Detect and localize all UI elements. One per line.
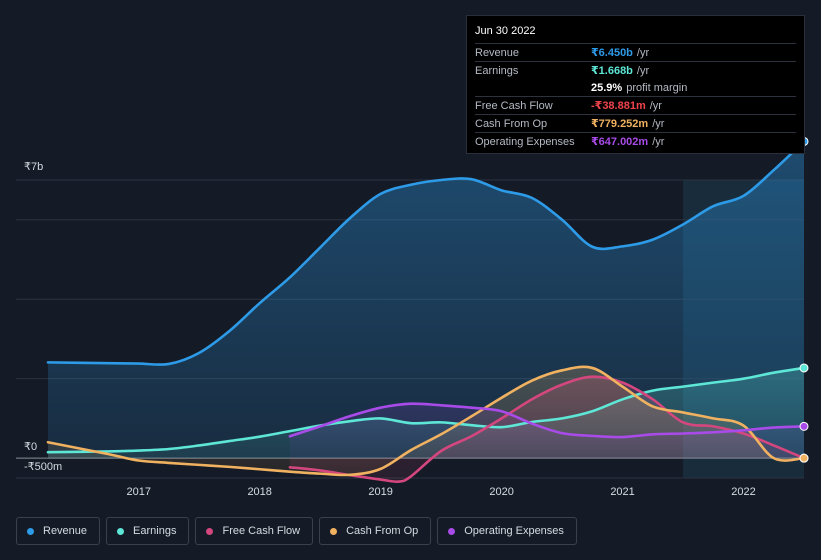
x-tick-label: 2020 — [489, 486, 513, 498]
revenue-line — [46, 140, 806, 366]
chart-legend: Revenue Earnings Free Cash Flow Cash From O… — [16, 517, 577, 545]
legend-label: Revenue — [43, 525, 88, 537]
x-tick-label: 2022 — [731, 486, 755, 498]
legend-dot-icon — [206, 527, 214, 535]
free-cash-flow-line — [288, 375, 806, 483]
cash-from-op-line — [46, 365, 806, 477]
tooltip-label: Earnings — [475, 64, 519, 77]
tooltip-value: 25.9% — [591, 81, 623, 94]
chart-area: ₹7b ₹0 -₹500m 2017 2018 2019 2020 2021 2022 — [16, 136, 809, 498]
tooltip-row: Operating Expenses ₹647.002m/yr — [475, 132, 796, 150]
legend-item-cash-from-op[interactable]: Cash From Op — [319, 517, 432, 545]
tooltip-unit: /yr — [636, 46, 650, 59]
tooltip-row: Earnings ₹1.668b/yr — [475, 61, 796, 79]
legend-label: Operating Expenses — [464, 525, 564, 537]
y-tick-label: -₹500m — [24, 461, 62, 473]
tooltip-label: Free Cash Flow — [475, 99, 553, 112]
tooltip-unit: profit margin — [626, 81, 688, 94]
tooltip-value: ₹6.450b — [591, 47, 633, 59]
legend-item-earnings[interactable]: Earnings — [106, 517, 190, 545]
operating-expenses-endpoint — [799, 421, 809, 431]
legend-dot-icon — [448, 527, 456, 535]
y-tick-label: ₹0 — [24, 441, 37, 453]
x-tick-label: 2017 — [126, 486, 150, 498]
x-tick-label: 2018 — [247, 486, 271, 498]
legend-label: Free Cash Flow — [222, 525, 301, 537]
cash-from-op-endpoint — [799, 453, 809, 463]
tooltip-row: Cash From Op ₹779.252m/yr — [475, 114, 796, 132]
y-tick-label: ₹7b — [24, 161, 43, 173]
legend-label: Earnings — [133, 525, 177, 537]
legend-item-revenue[interactable]: Revenue — [16, 517, 101, 545]
earnings-line — [46, 366, 806, 454]
legend-dot-icon — [27, 527, 34, 535]
tooltip-label: Cash From Op — [475, 117, 548, 130]
tooltip-value: ₹779.252m — [591, 118, 649, 130]
tooltip-unit: /yr — [649, 99, 662, 112]
tooltip-label: Revenue — [475, 46, 520, 59]
legend-dot-icon — [117, 527, 125, 535]
legend-item-operating-expenses[interactable]: Operating Expenses — [437, 517, 577, 545]
tooltip-value: -₹38.881m — [591, 100, 646, 112]
legend-dot-icon — [330, 527, 338, 535]
tooltip-unit: /yr — [652, 117, 665, 130]
tooltip-value: ₹647.002m — [591, 136, 649, 148]
tooltip-date: Jun 30 2022 — [475, 25, 536, 37]
tooltip-row: 25.9% profit margin — [475, 79, 796, 96]
data-tooltip: Jun 30 2022 Revenue ₹6.450b/yr Earnings ₹1.… — [466, 15, 805, 154]
legend-label: Cash From Op — [346, 525, 419, 537]
tooltip-label: Operating Expenses — [475, 135, 575, 148]
tooltip-unit: /yr — [636, 64, 650, 77]
x-tick-label: 2021 — [610, 486, 634, 498]
tooltip-unit: /yr — [652, 135, 665, 148]
x-tick-label: 2019 — [368, 486, 392, 498]
tooltip-row: Free Cash Flow -₹38.881m/yr — [475, 96, 796, 114]
operating-expenses-area — [289, 403, 804, 459]
tooltip-value: ₹1.668b — [591, 65, 633, 77]
earnings-endpoint — [799, 363, 809, 373]
tooltip-row: Revenue ₹6.450b/yr — [475, 43, 796, 61]
operating-expenses-line — [288, 402, 806, 439]
legend-item-free-cash-flow[interactable]: Free Cash Flow — [195, 517, 314, 545]
